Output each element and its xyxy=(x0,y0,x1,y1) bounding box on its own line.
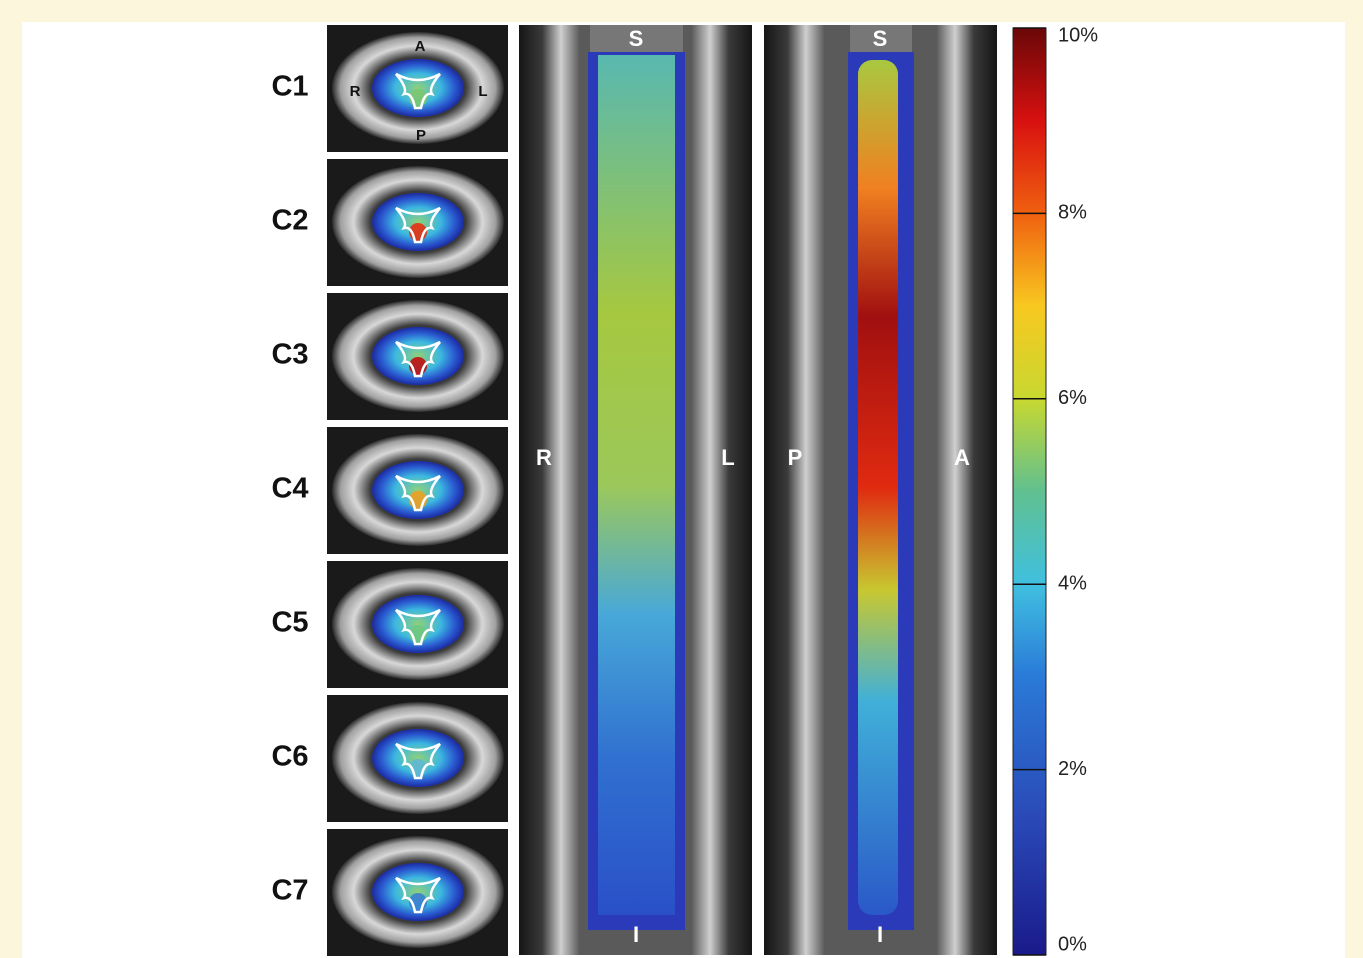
axial-slice: C7 xyxy=(271,829,508,956)
cord-map xyxy=(598,55,675,915)
colorbar-tick-label: 8% xyxy=(1058,202,1087,224)
orientation-label: A xyxy=(415,38,426,55)
level-label: C2 xyxy=(271,205,308,237)
level-label: C6 xyxy=(271,741,308,773)
colorbar xyxy=(1012,27,1047,956)
colorbar-tick-label: 2% xyxy=(1058,758,1087,780)
level-label: C4 xyxy=(271,473,308,505)
cap xyxy=(850,25,912,53)
grey-matter-outline xyxy=(395,340,441,378)
label-left: L xyxy=(721,445,734,470)
axial-slice: C2 xyxy=(271,159,508,286)
grey-matter-outline xyxy=(395,876,441,914)
cord-map xyxy=(858,60,898,915)
cord xyxy=(372,59,464,117)
orientation-label: L xyxy=(478,83,487,100)
axial-slice: C1 xyxy=(271,25,508,152)
axial-slice: C5 xyxy=(271,561,508,688)
orientation-label: R xyxy=(350,83,361,100)
level-label: C3 xyxy=(271,339,308,371)
label-inferior: I xyxy=(877,922,883,947)
orientation-label: P xyxy=(416,127,426,144)
label-right: R xyxy=(536,445,552,470)
colorbar-tick-label: 10% xyxy=(1058,24,1098,46)
label-anterior: A xyxy=(954,445,970,470)
cord xyxy=(372,863,464,921)
label-inferior: I xyxy=(633,922,639,947)
grey-matter-outline xyxy=(395,206,441,244)
axial-slice: C3 xyxy=(271,293,508,420)
label-posterior: P xyxy=(788,445,803,470)
level-label: C1 xyxy=(271,71,308,103)
label-superior: S xyxy=(873,26,888,51)
cord xyxy=(372,729,464,787)
cap xyxy=(590,25,683,53)
label-superior: S xyxy=(629,26,644,51)
cord xyxy=(372,595,464,653)
cord xyxy=(372,461,464,519)
colorbar-tick-label: 0% xyxy=(1058,933,1087,955)
grey-matter-outline xyxy=(395,474,441,512)
level-label: C7 xyxy=(271,875,308,907)
cord xyxy=(372,327,464,385)
grey-matter-outline xyxy=(395,608,441,646)
grey-matter-outline xyxy=(395,742,441,780)
cord xyxy=(372,193,464,251)
axial-slice: C4 xyxy=(271,427,508,554)
axial-slice: C6 xyxy=(271,695,508,822)
grey-matter-outline xyxy=(395,72,441,110)
colorbar-tick-label: 6% xyxy=(1058,387,1087,409)
level-label: C5 xyxy=(271,607,308,639)
colorbar-tick-label: 4% xyxy=(1058,572,1087,594)
coronal-view: S I R L xyxy=(519,25,752,955)
sagittal-view: S I P A xyxy=(764,25,997,955)
